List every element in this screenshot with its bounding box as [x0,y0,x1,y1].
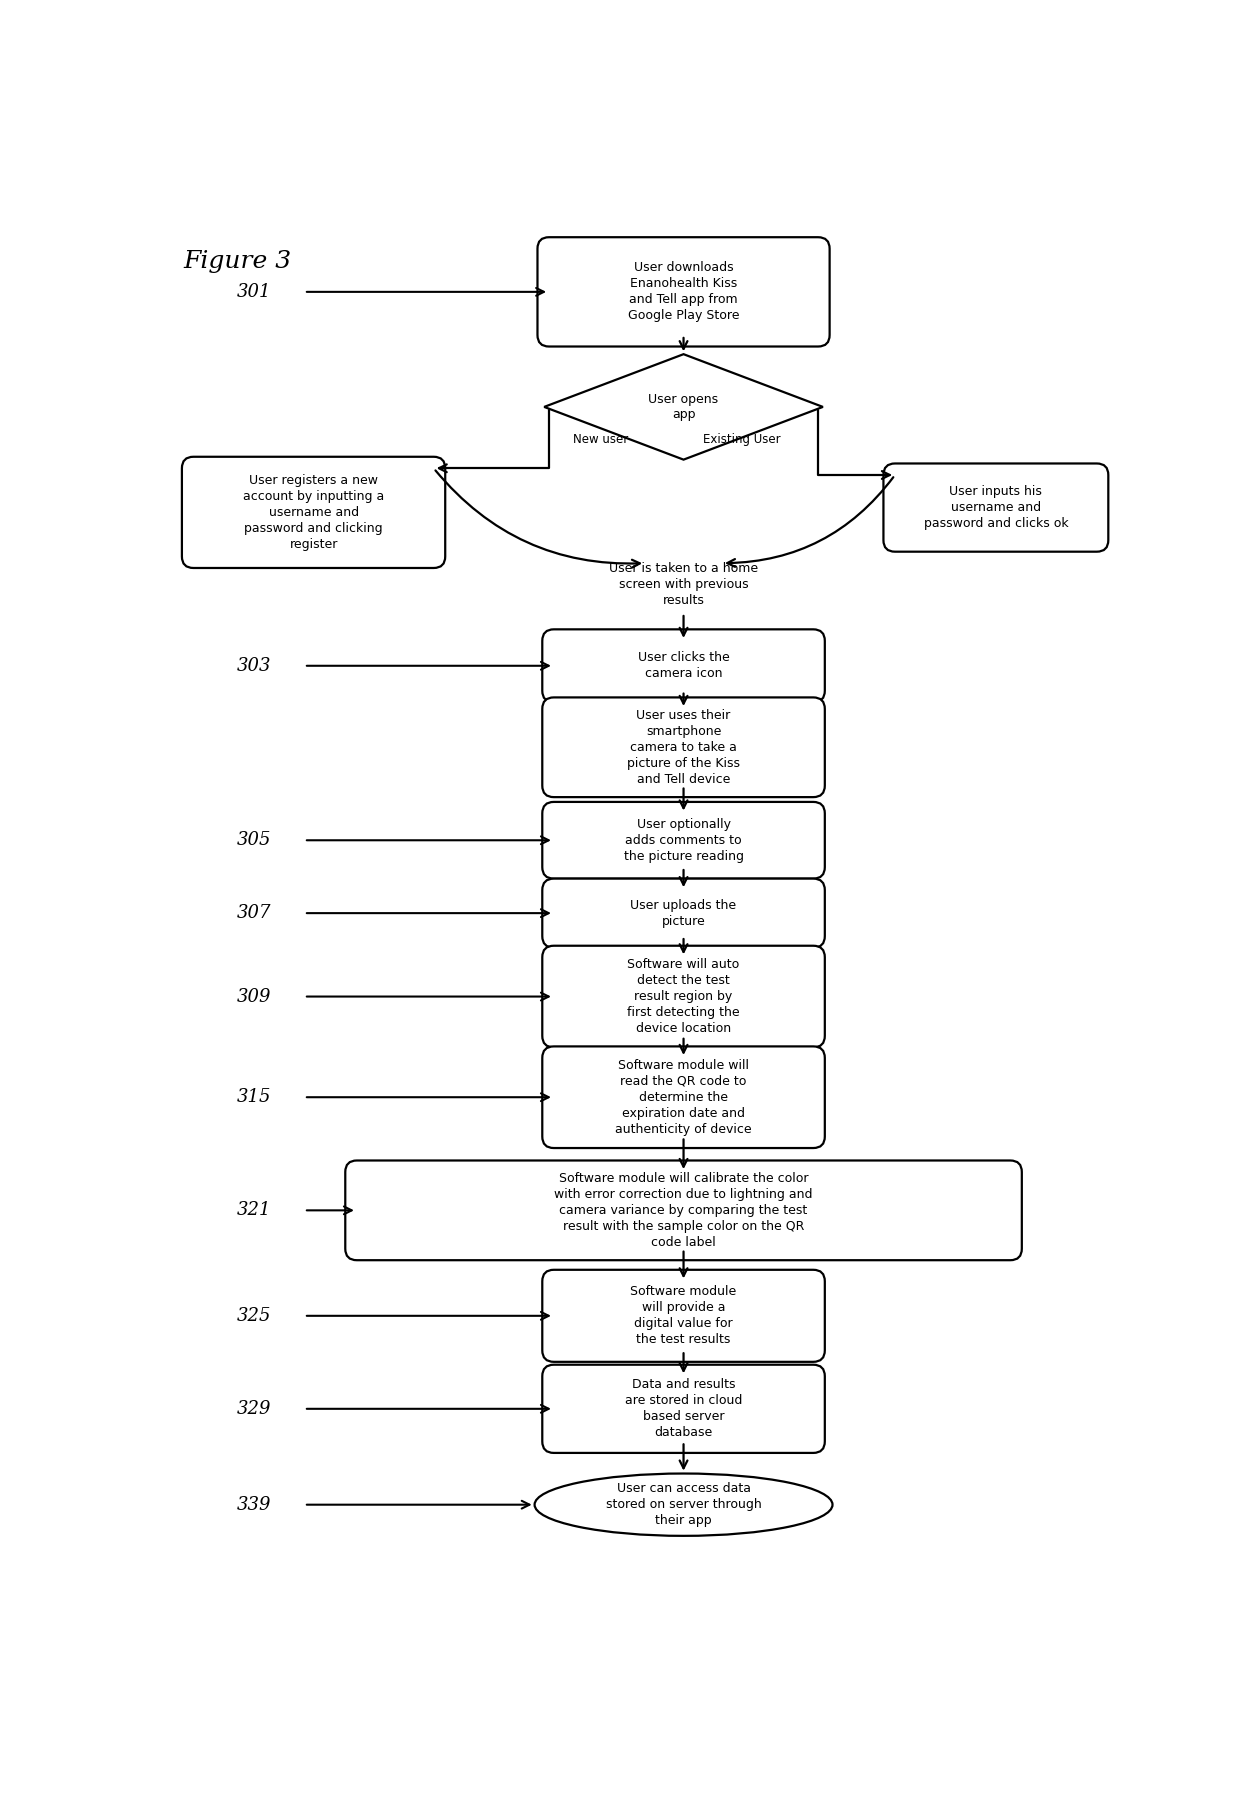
Text: User is taken to a home
screen with previous
results: User is taken to a home screen with prev… [609,561,758,606]
Text: 339: 339 [237,1495,272,1513]
FancyBboxPatch shape [542,879,825,948]
Text: User uses their
smartphone
camera to take a
picture of the Kiss
and Tell device: User uses their smartphone camera to tak… [627,708,740,785]
Text: 301: 301 [237,283,272,301]
Text: 321: 321 [237,1201,272,1219]
Text: Software module will
read the QR code to
determine the
expiration date and
authe: Software module will read the QR code to… [615,1058,751,1135]
FancyBboxPatch shape [542,1364,825,1452]
Text: Existing User: Existing User [703,434,780,446]
Text: Software module will calibrate the color
with error correction due to lightning : Software module will calibrate the color… [554,1173,812,1250]
Text: User opens
app: User opens app [649,393,719,421]
Text: Software will auto
detect the test
result region by
first detecting the
device l: Software will auto detect the test resul… [627,957,740,1035]
Text: User optionally
adds comments to
the picture reading: User optionally adds comments to the pic… [624,818,744,862]
Text: User inputs his
username and
password and clicks ok: User inputs his username and password an… [924,486,1068,531]
Text: 329: 329 [237,1400,272,1418]
FancyBboxPatch shape [542,945,825,1047]
Text: User clicks the
camera icon: User clicks the camera icon [637,651,729,680]
FancyBboxPatch shape [182,457,445,568]
FancyBboxPatch shape [537,237,830,346]
Text: 305: 305 [237,832,272,850]
Text: 303: 303 [237,656,272,674]
Text: Data and results
are stored in cloud
based server
database: Data and results are stored in cloud bas… [625,1379,743,1440]
Text: Figure 3: Figure 3 [184,249,291,273]
FancyBboxPatch shape [542,697,825,798]
Text: User registers a new
account by inputting a
username and
password and clicking
r: User registers a new account by inputtin… [243,473,384,550]
Ellipse shape [534,1474,832,1537]
Text: 315: 315 [237,1088,272,1106]
FancyBboxPatch shape [542,1047,825,1148]
FancyBboxPatch shape [542,1269,825,1363]
Text: 307: 307 [237,904,272,922]
Text: Software module
will provide a
digital value for
the test results: Software module will provide a digital v… [630,1286,737,1347]
Text: 309: 309 [237,988,272,1006]
FancyBboxPatch shape [883,463,1109,552]
Text: User uploads the
picture: User uploads the picture [630,898,737,927]
Polygon shape [544,355,823,459]
FancyBboxPatch shape [542,801,825,879]
FancyBboxPatch shape [542,629,825,703]
Text: User can access data
stored on server through
their app: User can access data stored on server th… [605,1483,761,1528]
Text: 325: 325 [237,1307,272,1325]
FancyBboxPatch shape [345,1160,1022,1260]
Text: User downloads
Enanohealth Kiss
and Tell app from
Google Play Store: User downloads Enanohealth Kiss and Tell… [627,262,739,323]
Text: New user: New user [573,434,629,446]
